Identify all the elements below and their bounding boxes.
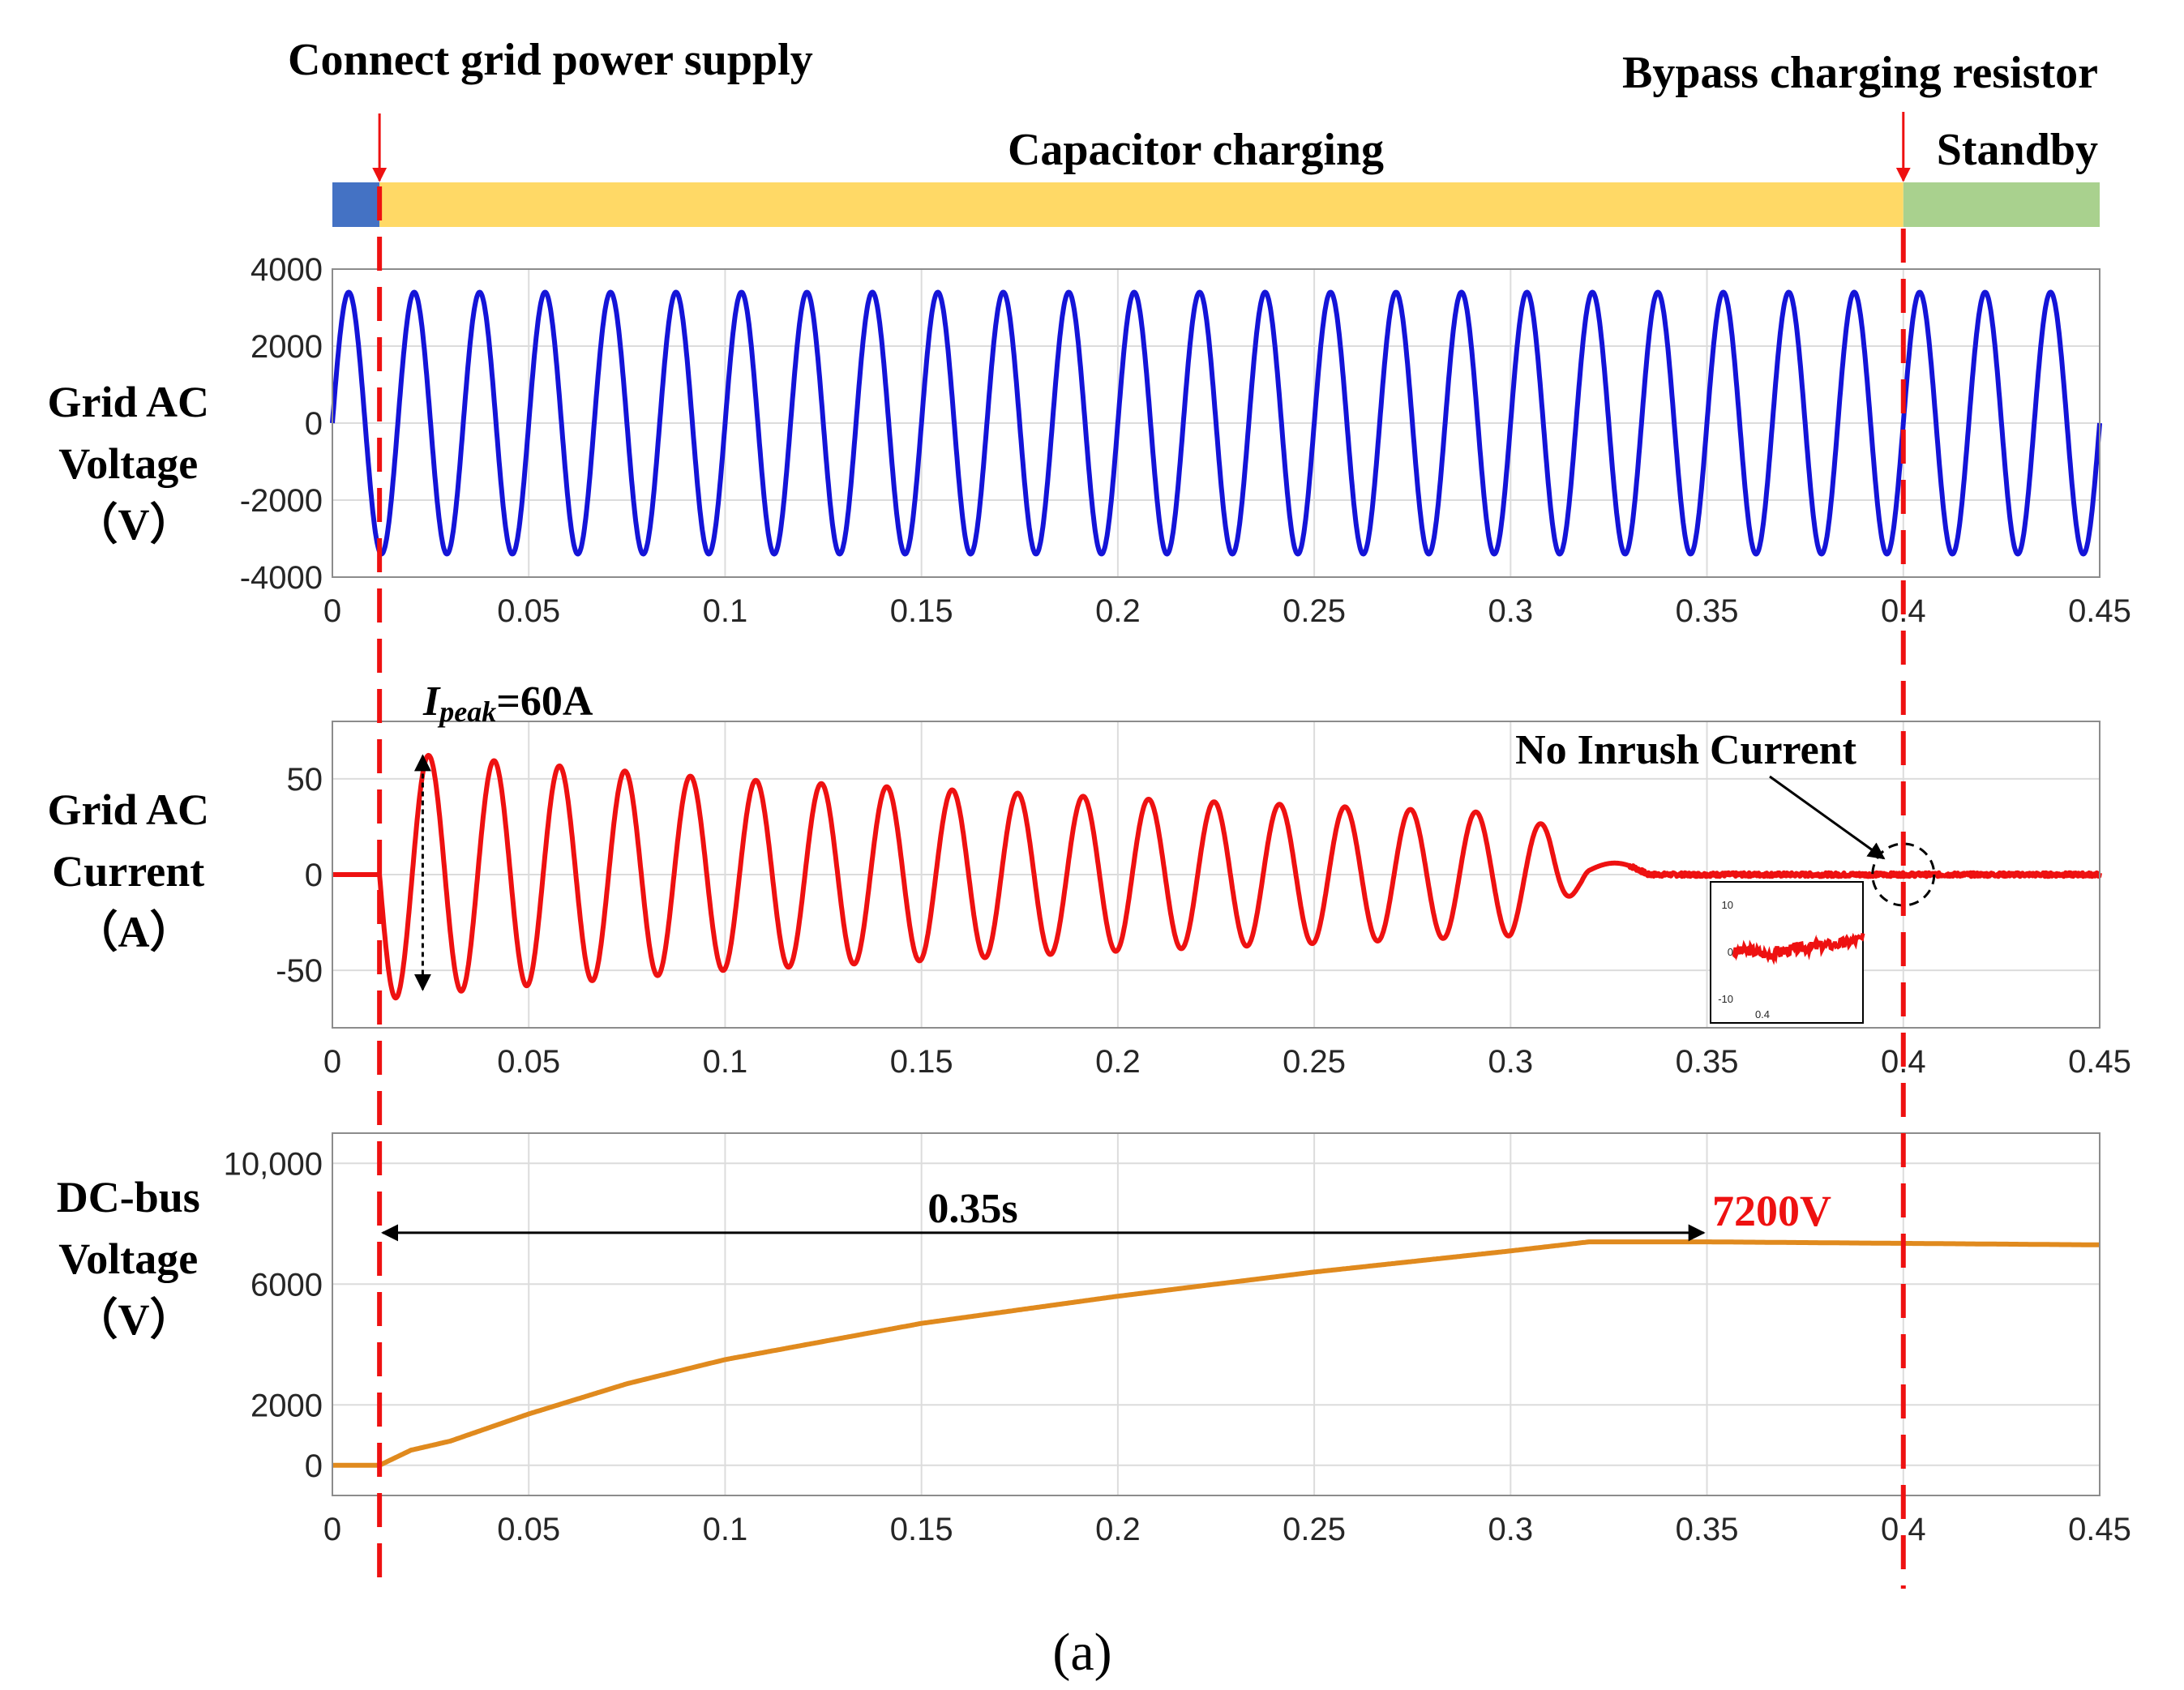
no-inrush-circle	[1871, 842, 1936, 907]
phase-bar-capacitor-charging	[379, 182, 1904, 227]
voltage-y-ticks: -4000 -2000 0 2000 4000	[240, 252, 323, 596]
current-y-label-line3: （A）	[75, 908, 194, 956]
inset-x-tick-label: 0.4	[1755, 1008, 1770, 1020]
dc-bus-y-label-line3: （V）	[75, 1295, 194, 1344]
voltage-y-label: Grid AC Voltage （V）	[47, 378, 220, 549]
x-tick-label: 0.25	[1283, 1044, 1346, 1080]
x-tick-label: 0.35	[1676, 1044, 1739, 1080]
current-y-ticks: -50 0 50	[276, 762, 323, 989]
y-tick-label: -4000	[240, 560, 323, 596]
x-tick-label: 0.15	[890, 1044, 953, 1080]
y-tick-label: 0	[305, 858, 323, 893]
dc-bus-gridlines	[332, 1133, 2100, 1495]
dc-bus-axes-frame	[332, 1132, 2100, 1496]
voltage-y-label-line2: Voltage	[58, 439, 198, 488]
y-tick-label: 2000	[251, 329, 323, 365]
voltage-x-ticks: 00.050.10.150.20.250.30.350.40.45	[323, 593, 2131, 629]
panel-grid-ac-voltage: 00.050.10.150.20.250.30.350.40.45 -4000-…	[47, 252, 2130, 629]
inset-y-tick-label: 0	[1728, 946, 1733, 958]
dc-bus-y-label-line1: DC-bus	[57, 1173, 200, 1222]
duration-label: 0.35s	[927, 1186, 1017, 1232]
y-tick-label: 0	[305, 406, 323, 442]
current-y-label: Grid AC Current （A）	[47, 785, 220, 956]
final-voltage-label: 7200V	[1712, 1187, 1831, 1235]
x-tick-label: 0.35	[1676, 1512, 1739, 1547]
inset-waveform	[1732, 932, 1865, 965]
x-tick-label: 0.1	[703, 1044, 748, 1080]
current-y-label-line1: Grid AC	[47, 785, 209, 834]
current-zoom-inset: 10 0 -10 0.4	[1710, 881, 1865, 1024]
phase-timeline: Connect grid power supply Bypass chargin…	[288, 35, 2100, 227]
x-tick-label: 0.05	[497, 1512, 560, 1547]
dc-bus-y-label: DC-bus Voltage （V）	[57, 1173, 212, 1344]
current-axes-frame	[332, 721, 2100, 1029]
peak-current-label: Ipeak=60A	[422, 678, 593, 728]
inset-y-tick-label: -10	[1718, 993, 1733, 1005]
inset-y-tick-label: 10	[1722, 899, 1733, 911]
x-tick-label: 0	[323, 1512, 341, 1547]
dc-bus-x-ticks: 0 0.05 0.1 0.15 0.2 0.25 0.3 0.35 0.4 0.45	[323, 1512, 2131, 1547]
y-tick-label: 4000	[251, 252, 323, 288]
x-tick-label: 0.2	[1095, 593, 1141, 629]
panel-grid-ac-current: 0 0.05 0.1 0.15 0.2 0.25 0.3 0.35 0.4 0.45 -50 0 50…	[47, 678, 2130, 1080]
voltage-y-label-line3: （V）	[75, 500, 194, 549]
phase-label-standby: Standby	[1937, 125, 2098, 175]
x-tick-label: 0.1	[703, 593, 748, 629]
current-x-ticks: 00.050.10.150.20.250.30.350.40.45	[323, 1044, 2131, 1080]
x-tick-label: 0.15	[890, 1512, 953, 1547]
dc-bus-y-ticks: 0 2000 6000 10,000	[224, 1146, 323, 1484]
phase-bar-standby	[1903, 182, 2100, 227]
peak-label-subscript: peak	[437, 695, 496, 728]
no-inrush-label: No Inrush Current	[1515, 727, 1857, 773]
figure-label: (a)	[1052, 1623, 1111, 1682]
current-waveform	[330, 752, 2102, 1001]
x-tick-label: 0	[323, 593, 341, 629]
x-tick-label: 0.45	[2068, 593, 2131, 629]
x-tick-label: 0.3	[1488, 593, 1534, 629]
x-tick-label: 0.45	[2068, 1512, 2131, 1547]
voltage-y-label-line1: Grid AC	[47, 378, 209, 426]
x-tick-label: 0.35	[1676, 593, 1739, 629]
voltage-axes-frame	[332, 268, 2100, 578]
x-tick-label: 0.3	[1488, 1044, 1534, 1080]
x-tick-label: 0.05	[497, 1044, 560, 1080]
x-tick-label: 0.25	[1283, 593, 1346, 629]
dc-bus-voltage-trace	[332, 1239, 2100, 1468]
event-label-bypass: Bypass charging resistor	[1622, 48, 2098, 98]
y-tick-label: 50	[287, 762, 323, 798]
phase-bar-connect	[332, 182, 380, 227]
dc-bus-y-label-line2: Voltage	[58, 1234, 198, 1283]
x-tick-label: 0	[323, 1044, 341, 1080]
y-tick-label: 0	[305, 1448, 323, 1484]
voltage-waveform	[330, 289, 2102, 557]
no-inrush-arrow	[1769, 775, 1886, 860]
phase-label-capacitor-charging: Capacitor charging	[1008, 125, 1384, 175]
peak-label-symbol: I	[422, 678, 441, 725]
x-tick-label: 0.15	[890, 593, 953, 629]
y-tick-label: 2000	[251, 1388, 323, 1423]
event-label-connect: Connect grid power supply	[288, 35, 813, 85]
panel-dc-bus-voltage: 0 0.05 0.1 0.15 0.2 0.25 0.3 0.35 0.4 0.45 020006…	[57, 1132, 2131, 1547]
inset-ticks: 10 0 -10 0.4	[1718, 899, 1770, 1020]
current-y-label-line2: Current	[52, 847, 204, 896]
x-tick-label: 0.1	[703, 1512, 748, 1547]
x-tick-label: 0.05	[497, 593, 560, 629]
x-tick-label: 0.2	[1095, 1044, 1141, 1080]
y-tick-label: 10,000	[224, 1146, 323, 1182]
x-tick-label: 0.3	[1488, 1512, 1534, 1547]
y-tick-label: -50	[276, 953, 323, 989]
x-tick-label: 0.45	[2068, 1044, 2131, 1080]
peak-label-value: =60A	[496, 678, 593, 725]
x-tick-label: 0.2	[1095, 1512, 1141, 1547]
y-tick-label: 6000	[251, 1267, 323, 1303]
x-tick-label: 0.25	[1283, 1512, 1346, 1547]
y-tick-label: -2000	[240, 483, 323, 519]
